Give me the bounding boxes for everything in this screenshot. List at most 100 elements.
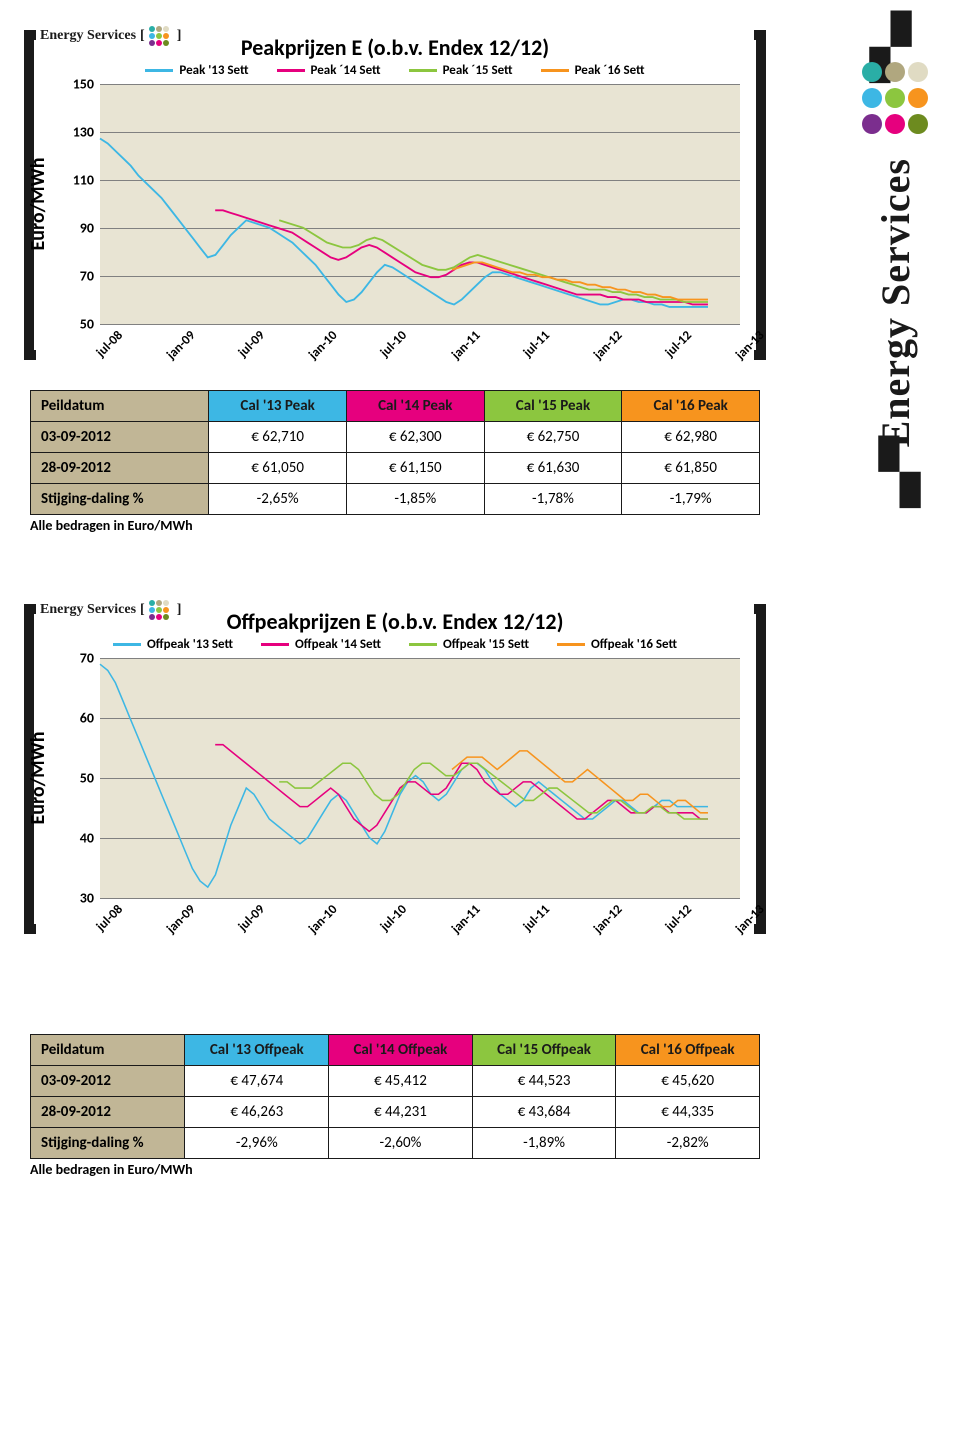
brand-mini: Energy Services [ ] [40, 600, 181, 620]
y-tick-label: 50 [80, 770, 94, 787]
dot-icon [862, 114, 882, 134]
x-tick-label: jul-10 [378, 902, 410, 934]
x-tick-label: jan-11 [449, 902, 484, 937]
table-header: Cal '13 Peak [209, 391, 347, 422]
table-cell: € 45,620 [616, 1066, 760, 1097]
table-cell: -2,65% [209, 484, 347, 515]
x-tick-label: jan-12 [591, 902, 626, 937]
table-caption: Alle bedragen in Euro/MWh [30, 1161, 760, 1178]
table-row: 28-09-2012€ 61,050€ 61,150€ 61,630€ 61,8… [31, 453, 760, 484]
x-tick-label: jan-10 [306, 902, 341, 937]
series-line [215, 210, 708, 304]
y-tick-label: 90 [80, 220, 94, 237]
table-header: Cal '15 Peak [484, 391, 622, 422]
y-axis-label: Euro/MWh [26, 157, 50, 250]
table-cell: € 61,050 [209, 453, 347, 484]
legend-label: Peak ´14 Sett [311, 63, 381, 78]
legend-label: Offpeak '15 Sett [443, 637, 529, 652]
series-line [279, 763, 708, 819]
bracket-right-icon [754, 604, 766, 934]
dot-icon [908, 88, 928, 108]
table-cell: € 62,750 [484, 422, 622, 453]
y-ticks: 507090110130150 [54, 84, 94, 324]
brand-mini-dots-icon [149, 600, 173, 620]
row-label: Stijging-daling % [31, 1128, 185, 1159]
table-header: Cal '15 Offpeak [472, 1035, 616, 1066]
x-tick-label: jan-12 [591, 328, 626, 363]
chart-lines-svg [100, 84, 740, 332]
table-row: 03-09-2012€ 47,674€ 45,412€ 44,523€ 45,6… [31, 1066, 760, 1097]
table-row: Stijging-daling %-2,65%-1,85%-1,78%-1,79… [31, 484, 760, 515]
table-header: Cal '14 Offpeak [329, 1035, 473, 1066]
chart-legend: Offpeak '13 Sett Offpeak '14 Sett Offpeak … [30, 635, 760, 658]
table-header: Peildatum [31, 1035, 185, 1066]
series-line [452, 751, 708, 813]
row-label: 28-09-2012 [31, 453, 209, 484]
x-tick-label: jul-08 [94, 902, 126, 934]
y-tick-label: 40 [80, 830, 94, 847]
dot-icon [885, 88, 905, 108]
table-cell: -2,82% [616, 1128, 760, 1159]
x-tick-label: jan-11 [449, 328, 484, 363]
legend-swatch-icon [277, 69, 305, 72]
data-table-offpeak: PeildatumCal '13 OffpeakCal '14 OffpeakC… [30, 1034, 760, 1159]
dot-icon [885, 114, 905, 134]
dot-icon [908, 62, 928, 82]
table-cell: € 44,335 [616, 1097, 760, 1128]
legend-swatch-icon [261, 643, 289, 646]
brand-dots-icon [860, 60, 930, 150]
row-label: 28-09-2012 [31, 1097, 185, 1128]
table-cell: € 43,684 [472, 1097, 616, 1128]
table-cell: -2,96% [185, 1128, 329, 1159]
table-cell: -1,89% [472, 1128, 616, 1159]
table-header: Cal '14 Peak [346, 391, 484, 422]
series-line [100, 139, 708, 307]
chart-lines-svg [100, 658, 740, 906]
legend-label: Peak ´16 Sett [575, 63, 645, 78]
table-row: Stijging-daling %-2,96%-2,60%-1,89%-2,82… [31, 1128, 760, 1159]
table-caption: Alle bedragen in Euro/MWh [30, 517, 760, 534]
legend-swatch-icon [409, 643, 437, 646]
table-cell: -1,78% [484, 484, 622, 515]
dot-icon [862, 88, 882, 108]
page-content: Energy Services [ ] Peakprijzen E (o.b.v… [0, 0, 800, 1208]
x-tick-label: jul-11 [520, 902, 552, 934]
legend-item: Peak ´16 Sett [541, 63, 645, 78]
chart-plot: Euro/MWh 507090110130150 jul-08jan-09jul… [100, 84, 740, 324]
bracket-right-icon [754, 30, 766, 360]
x-ticks: jul-08jan-09jul-09jan-10jul-10jan-11jul-… [100, 328, 740, 362]
y-tick-label: 130 [73, 124, 94, 141]
table-cell: € 62,300 [346, 422, 484, 453]
x-tick-label: jan-10 [306, 328, 341, 363]
table-cell: -2,60% [329, 1128, 473, 1159]
legend-label: Offpeak '14 Sett [295, 637, 381, 652]
x-ticks: jul-08jan-09jul-09jan-10jul-10jan-11jul-… [100, 902, 740, 936]
table-cell: € 61,850 [622, 453, 760, 484]
legend-swatch-icon [113, 643, 141, 646]
legend-item: Peak ´15 Sett [409, 63, 513, 78]
chart-plot: Euro/MWh 3040506070 jul-08jan-09jul-09ja… [100, 658, 740, 898]
x-tick-label: jul-12 [663, 902, 695, 934]
legend-swatch-icon [557, 643, 585, 646]
legend-label: Offpeak '13 Sett [147, 637, 233, 652]
dot-icon [862, 62, 882, 82]
y-tick-label: 150 [73, 76, 94, 93]
table-header: Cal '16 Peak [622, 391, 760, 422]
table-row: 28-09-2012€ 46,263€ 44,231€ 43,684€ 44,3… [31, 1097, 760, 1128]
chart-peak: Energy Services [ ] Peakprijzen E (o.b.v… [30, 30, 760, 360]
table-cell: € 44,231 [329, 1097, 473, 1128]
legend-swatch-icon [541, 69, 569, 72]
table-cell: € 62,980 [622, 422, 760, 453]
legend-label: Peak '13 Sett [179, 63, 248, 78]
table-cell: € 61,630 [484, 453, 622, 484]
table-cell: € 61,150 [346, 453, 484, 484]
row-label: 03-09-2012 [31, 1066, 185, 1097]
x-tick-label: jul-10 [378, 328, 410, 360]
table-header: Peildatum [31, 391, 209, 422]
legend-swatch-icon [409, 69, 437, 72]
row-label: 03-09-2012 [31, 422, 209, 453]
x-tick-label: jul-08 [94, 328, 126, 360]
y-tick-label: 70 [80, 650, 94, 667]
dot-icon [908, 114, 928, 134]
y-axis-label: Euro/MWh [26, 731, 50, 824]
